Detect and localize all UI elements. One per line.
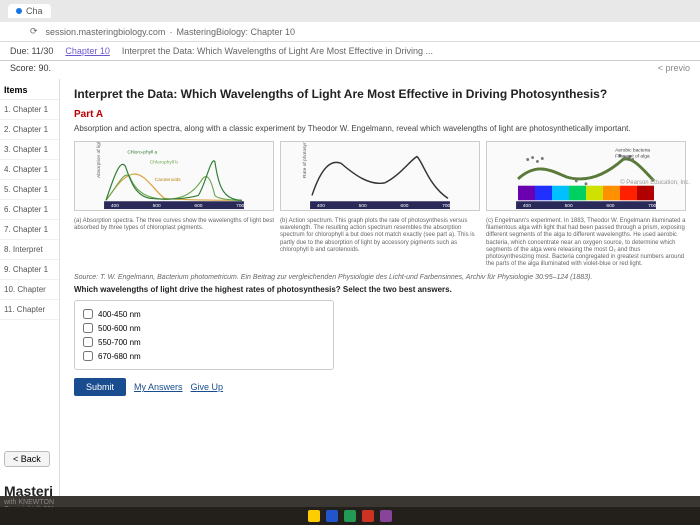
fig-a-caption: (a) Absorption spectra. The three curves… — [74, 218, 274, 232]
sidebar-item-2[interactable]: 2. Chapter 1 — [0, 120, 59, 140]
taskbar-app-icon[interactable] — [326, 510, 338, 522]
sidebar-item-5[interactable]: 5. Chapter 1 — [0, 180, 59, 200]
label-chl-a: Chloro-phyll a — [127, 150, 157, 156]
sidebar-item-4[interactable]: 4. Chapter 1 — [0, 160, 59, 180]
question-prompt: Which wavelengths of light drive the hig… — [74, 285, 686, 294]
figure-b: Rate of photosynthesis (measured by O₂ r… — [280, 141, 480, 268]
answer-option-4[interactable]: 670-680 nm — [83, 349, 325, 363]
svg-text:600: 600 — [194, 203, 202, 209]
prev-link[interactable]: < previo — [658, 63, 690, 73]
svg-text:700: 700 — [442, 203, 450, 209]
svg-text:600: 600 — [606, 203, 614, 209]
main-area: Items 1. Chapter 12. Chapter 13. Chapter… — [0, 79, 700, 496]
label-car: Carotenoids — [155, 177, 182, 183]
intro-text: Absorption and action spectra, along wit… — [74, 124, 686, 133]
address-bar[interactable]: ⟳ session.masteringbiology.com · Masteri… — [0, 22, 700, 42]
engelmann-chart: Aerobic bacteria Filament of alga 400 500… — [486, 141, 686, 211]
svg-text:500: 500 — [565, 203, 573, 209]
taskbar-app-icon[interactable] — [362, 510, 374, 522]
svg-text:500: 500 — [359, 203, 367, 209]
fig-b-ylabel: Rate of photosynthesis (measured by O₂ r… — [302, 141, 308, 178]
sidebar-item-10[interactable]: 10. Chapter — [0, 280, 59, 300]
taskbar-app-icon[interactable] — [344, 510, 356, 522]
tab-favicon — [16, 8, 22, 14]
answer-option-3[interactable]: 550-700 nm — [83, 335, 325, 349]
score-bar: Score: 90. < previo — [0, 61, 700, 79]
answer-label: 400-450 nm — [98, 310, 141, 319]
answer-checkbox-4[interactable] — [83, 351, 93, 361]
figure-row: Absorption of light by chloroplast pigme… — [74, 141, 686, 268]
os-taskbar[interactable] — [0, 507, 700, 525]
page-title-text: MasteringBiology: Chapter 10 — [176, 27, 295, 37]
breadcrumb: Interpret the Data: Which Wavelengths of… — [122, 46, 433, 56]
sidebar-item-6[interactable]: 6. Chapter 1 — [0, 200, 59, 220]
score-text: Score: 90. — [10, 63, 51, 73]
items-sidebar: Items 1. Chapter 12. Chapter 13. Chapter… — [0, 79, 60, 496]
answer-label: 670-680 nm — [98, 352, 141, 361]
fig-a-ylabel: Absorption of light by chloroplast pigme… — [96, 141, 102, 178]
action-line — [312, 157, 448, 199]
svg-text:400: 400 — [111, 203, 119, 209]
answer-option-1[interactable]: 400-450 nm — [83, 307, 325, 321]
figure-a: Absorption of light by chloroplast pigme… — [74, 141, 274, 268]
tab-title: Cha — [26, 6, 43, 16]
url-sep: · — [169, 27, 172, 37]
svg-text:700: 700 — [236, 203, 244, 209]
question-title: Interpret the Data: Which Wavelengths of… — [74, 87, 686, 101]
svg-text:500: 500 — [153, 203, 161, 209]
label-chl-b: Chlorophyll b — [150, 159, 179, 165]
svg-text:400: 400 — [523, 203, 531, 209]
answer-label: 500-600 nm — [98, 324, 141, 333]
reload-icon[interactable]: ⟳ — [30, 26, 38, 37]
answer-checkbox-2[interactable] — [83, 323, 93, 333]
url-text: session.masteringbiology.com — [46, 27, 166, 37]
answer-checkbox-1[interactable] — [83, 309, 93, 319]
absorption-chart: Absorption of light by chloroplast pigme… — [74, 141, 274, 211]
brand-logo: Masteri — [4, 483, 55, 499]
sidebar-item-3[interactable]: 3. Chapter 1 — [0, 140, 59, 160]
source-citation: Source: T. W. Engelmann, Bacterium photo… — [74, 274, 686, 281]
sidebar-item-7[interactable]: 7. Chapter 1 — [0, 220, 59, 240]
due-date: Due: 11/30 — [10, 46, 53, 56]
my-answers-link[interactable]: My Answers — [134, 382, 183, 392]
sidebar-item-8[interactable]: 8. Interpret — [0, 240, 59, 260]
fig-c-caption: (c) Engelmann's experiment. In 1883, The… — [486, 218, 686, 268]
answer-checkbox-3[interactable] — [83, 337, 93, 347]
fig-b-caption: (b) Action spectrum. This graph plots th… — [280, 218, 480, 254]
svg-text:700: 700 — [648, 203, 656, 209]
answer-label: 550-700 nm — [98, 338, 141, 347]
sidebar-item-1[interactable]: 1. Chapter 1 — [0, 100, 59, 120]
label-filament: Filament of alga — [615, 154, 650, 160]
action-chart: Rate of photosynthesis (measured by O₂ r… — [280, 141, 480, 211]
figure-credit: © Pearson Education, Inc. — [620, 180, 690, 186]
figure-c: Aerobic bacteria Filament of alga 400 500… — [486, 141, 686, 268]
knewton-label: with KNEWTON — [4, 499, 55, 506]
svg-text:400: 400 — [317, 203, 325, 209]
sidebar-item-11[interactable]: 11. Chapter — [0, 300, 59, 320]
assignment-header: Due: 11/30 Chapter 10 Interpret the Data… — [0, 42, 700, 61]
content-panel: Interpret the Data: Which Wavelengths of… — [60, 79, 700, 496]
answer-option-2[interactable]: 500-600 nm — [83, 321, 325, 335]
taskbar-app-icon[interactable] — [308, 510, 320, 522]
give-up-link[interactable]: Give Up — [191, 382, 224, 392]
sidebar-heading: Items — [0, 79, 59, 100]
browser-tab-bar: Cha — [0, 0, 700, 22]
browser-tab[interactable]: Cha — [8, 4, 51, 18]
svg-text:600: 600 — [400, 203, 408, 209]
submit-button[interactable]: Submit — [74, 378, 126, 396]
part-label: Part A — [74, 109, 686, 120]
chapter-link[interactable]: Chapter 10 — [65, 46, 110, 56]
taskbar-app-icon[interactable] — [380, 510, 392, 522]
answer-box: 400-450 nm 500-600 nm 550-700 nm 670-680 nm — [74, 300, 334, 370]
label-bacteria: Aerobic bacteria — [615, 148, 650, 154]
back-button[interactable]: < Back — [4, 451, 50, 467]
sidebar-item-9[interactable]: 9. Chapter 1 — [0, 260, 59, 280]
